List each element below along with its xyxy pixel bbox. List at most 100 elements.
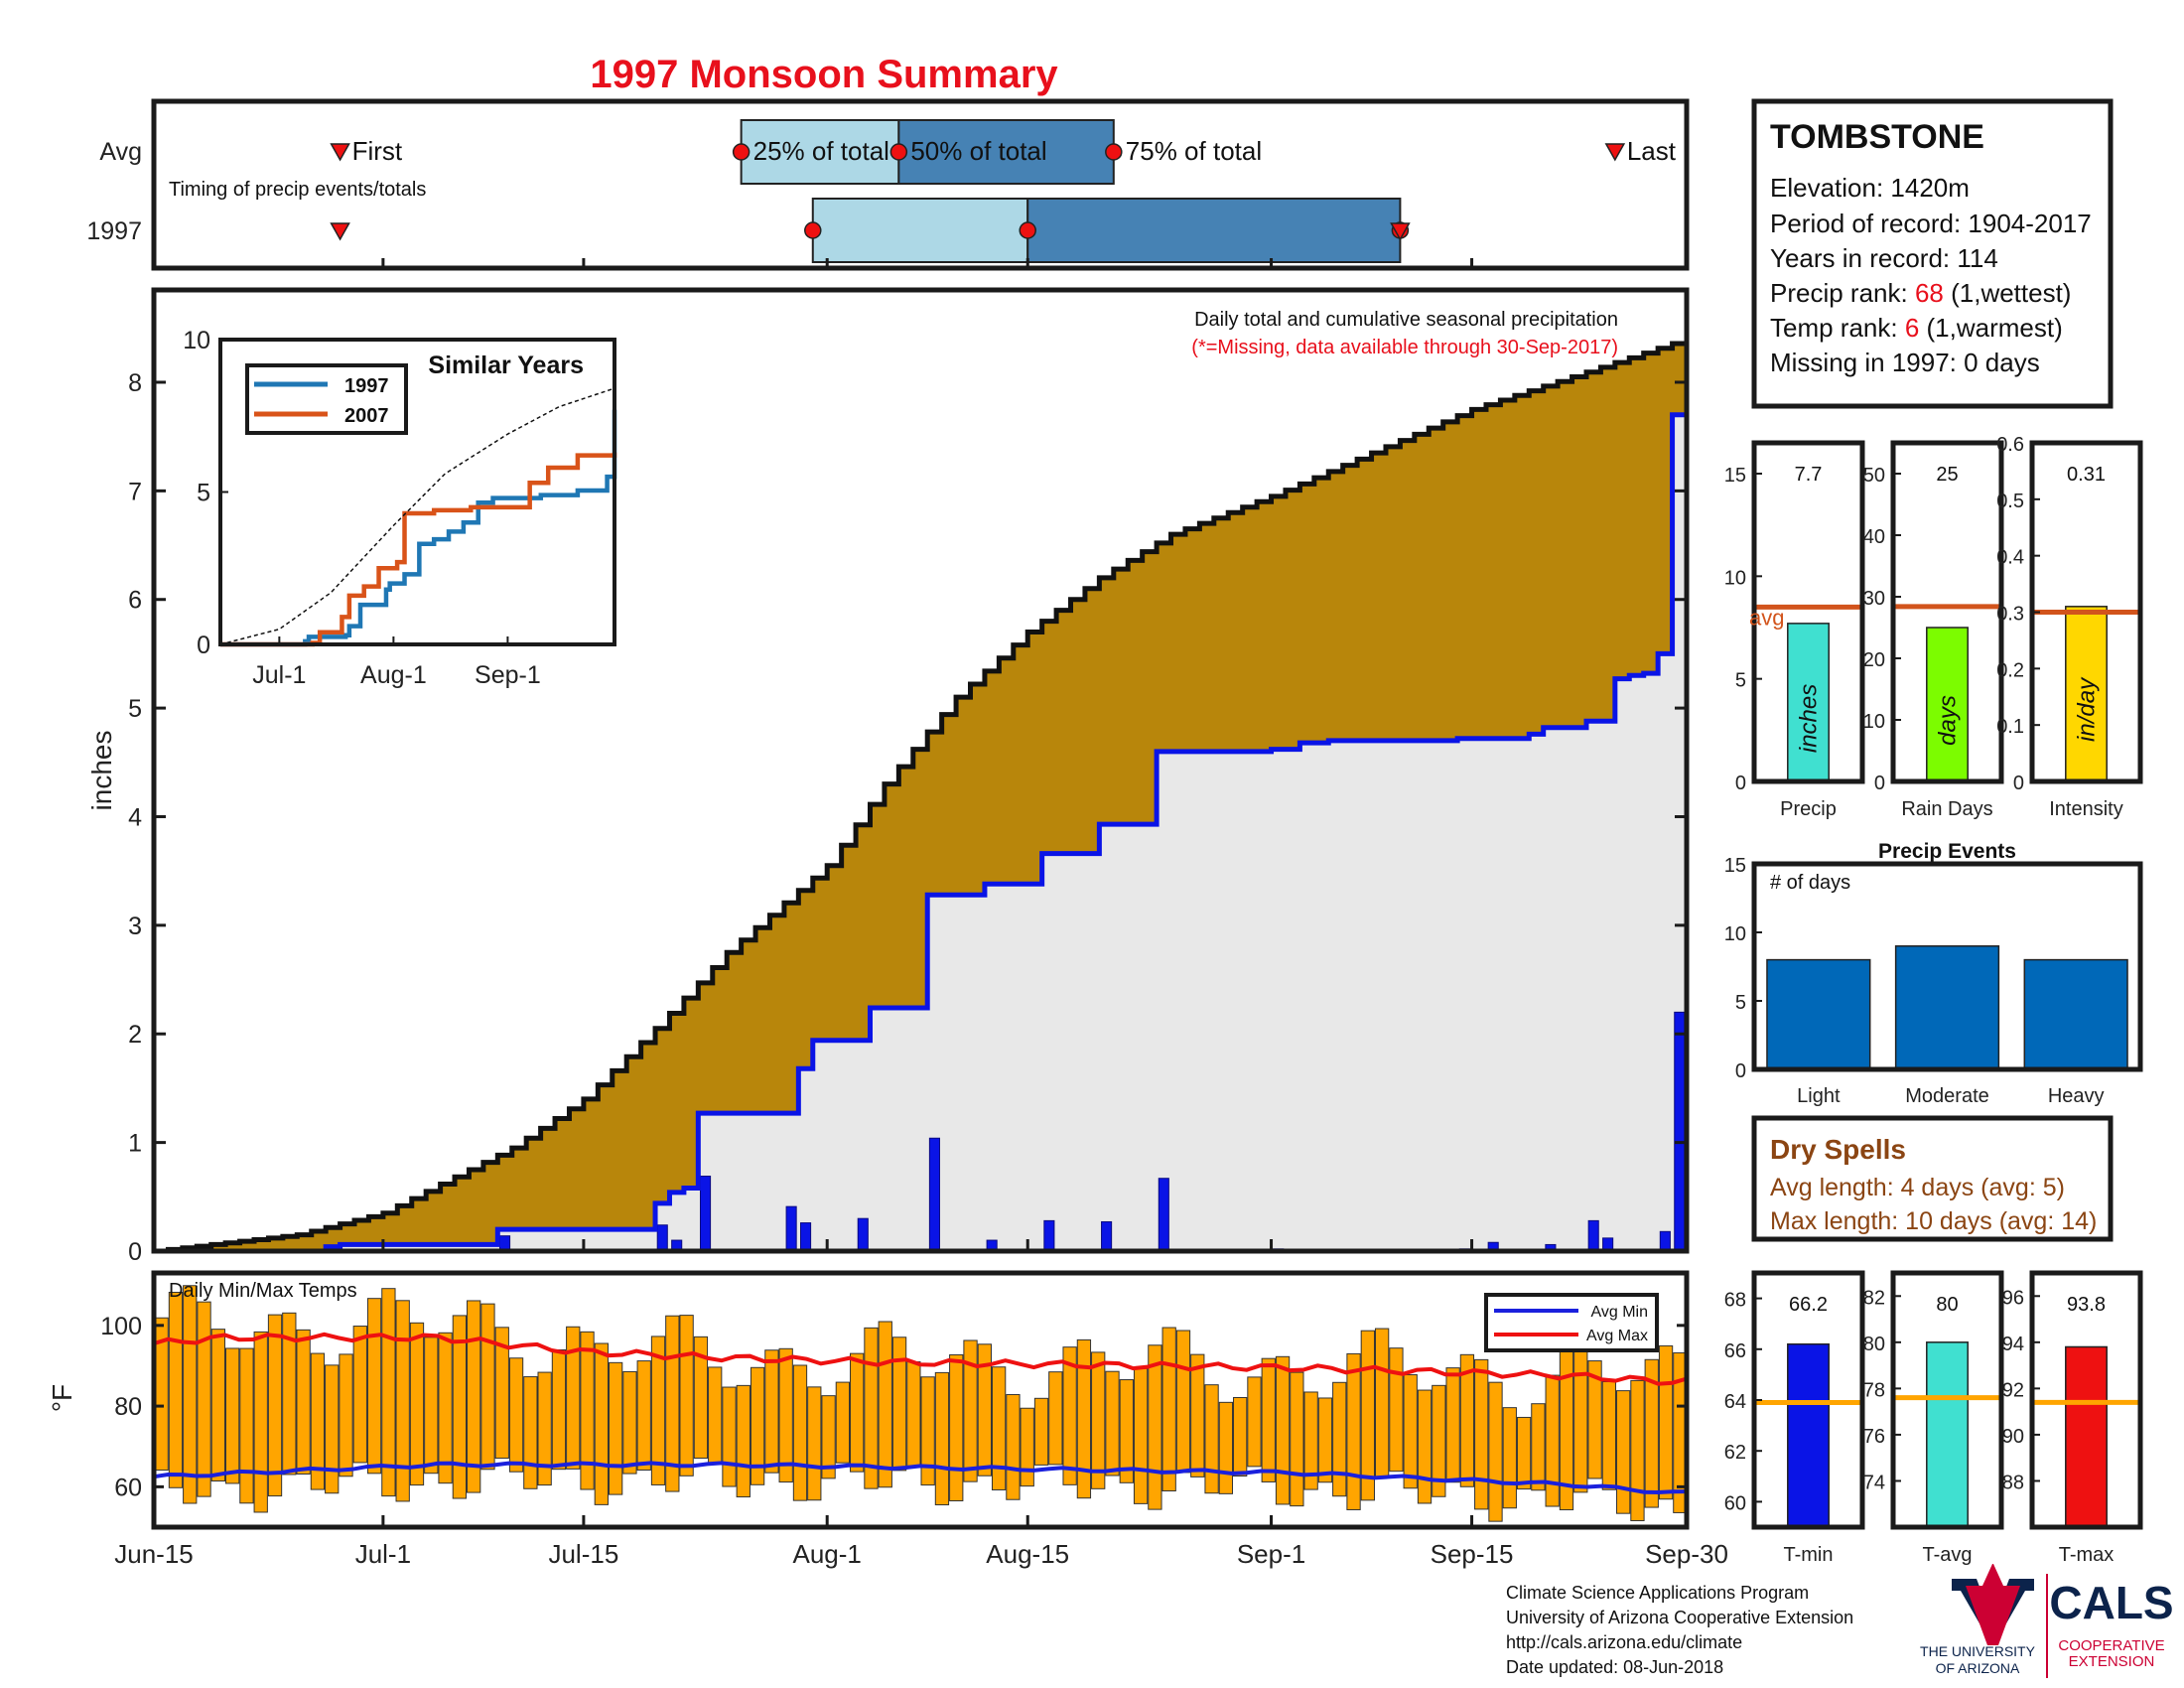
- daily-temp-bar: [1587, 1360, 1602, 1479]
- daily-temp-bar: [778, 1347, 793, 1483]
- daily-temp-bar: [1531, 1403, 1546, 1491]
- precip-stats-panels: 0 5 10 15 7.7 Precip inches avg 0 10 20 30 40 50 25 Rai…: [1724, 434, 2143, 820]
- t-max-ytick-label: 94: [2002, 1334, 2024, 1355]
- avg-p50-marker: [889, 143, 908, 161]
- t-min-ytick-label: 62: [1724, 1442, 1746, 1464]
- rain-days-ytick-label: 20: [1863, 649, 1885, 671]
- intensity-ytick-label: 0.3: [1996, 604, 2024, 626]
- inset-ytick-label: 0: [197, 632, 210, 659]
- temp-ytick-label: 100: [100, 1313, 142, 1340]
- daily-temp-bar: [494, 1327, 509, 1460]
- daily-temp-bar: [835, 1381, 851, 1464]
- daily-temp-bar: [438, 1332, 453, 1484]
- dry-spells-max-length: Max length: 10 days (avg: 14): [1770, 1207, 2097, 1235]
- main-ytick-label: 7: [128, 478, 142, 505]
- daily-temp-bar: [1502, 1407, 1517, 1509]
- year-cumulative-line: [154, 412, 1687, 1254]
- timing-row-label-year: 1997: [86, 217, 142, 245]
- inset-xtick-label: Aug-1: [360, 661, 427, 689]
- footer-line-university: University of Arizona Cooperative Extens…: [1506, 1608, 1853, 1627]
- daily-temp-bar: [991, 1366, 1007, 1490]
- cals-logo-text: CALS: [2049, 1577, 2173, 1628]
- temperature-plot: 60 80 100 Daily Min/Max Temps Avg Min Avg …: [47, 1270, 1690, 1530]
- daily-temp-bar: [1630, 1379, 1645, 1521]
- daily-temp-bar: [1616, 1390, 1631, 1514]
- t-avg-panel: 74 76 78 80 82 80 T-avg: [1863, 1270, 2004, 1566]
- daily-temp-bar: [1076, 1338, 1092, 1499]
- daily-temp-bar: [1417, 1389, 1433, 1504]
- daily-temp-bar: [239, 1347, 254, 1504]
- date-axis-label: Aug-15: [986, 1539, 1069, 1569]
- intensity-ytick-label: 0.4: [1996, 547, 2024, 569]
- daily-temp-bar: [594, 1342, 609, 1505]
- daily-precip-bar: [1043, 1219, 1055, 1252]
- dry-spells-box: Dry Spells Avg length: 4 days (avg: 5) M…: [1751, 1115, 2114, 1242]
- daily-temp-bar: [551, 1348, 567, 1471]
- daily-temp-bar: [1303, 1391, 1318, 1490]
- daily-temp-bar: [949, 1353, 964, 1501]
- daily-temp-bar: [1459, 1353, 1475, 1487]
- t-min-ytick-label: 64: [1724, 1391, 1746, 1413]
- daily-temp-bar: [1290, 1371, 1304, 1507]
- daily-temp-bar: [409, 1322, 425, 1486]
- daily-temp-bar: [339, 1353, 353, 1477]
- daily-temp-bar: [1573, 1344, 1588, 1493]
- daily-temp-bar: [636, 1360, 651, 1472]
- daily-temp-bar: [267, 1314, 283, 1497]
- main-ytick-label: 5: [128, 695, 142, 723]
- temp-caption: Daily Min/Max Temps: [169, 1280, 357, 1302]
- rain-days-ytick-label: 30: [1863, 588, 1885, 610]
- daily-temp-bar: [1175, 1330, 1191, 1474]
- rain-days-unit-label: days: [1935, 695, 1962, 746]
- timing-panel: First 25% of total 50% of total 75% of tota…: [86, 98, 1690, 271]
- date-axis-label: Jul-1: [355, 1539, 411, 1569]
- daily-temp-bar: [1233, 1396, 1248, 1477]
- station-missing-days: Missing in 1997: 0 days: [1770, 348, 2040, 377]
- daily-temp-bar: [934, 1371, 950, 1506]
- precip-events-panel: Precip Events Light Moderate Heavy 0 5 10 15 # o…: [1724, 840, 2143, 1107]
- events-ylabel: # of days: [1770, 872, 1850, 894]
- daily-temp-bar: [1204, 1384, 1219, 1494]
- date-axis-label: Aug-1: [793, 1539, 862, 1569]
- daily-temp-bar: [750, 1366, 765, 1485]
- year-p25-marker: [804, 221, 822, 239]
- avg-timing-box-25-50: [740, 119, 900, 185]
- rain-days-value-label: 25: [1936, 464, 1958, 486]
- intensity-ytick-label: 0.2: [1996, 659, 2024, 681]
- footer-line-date: Date updated: 08-Jun-2018: [1506, 1657, 1723, 1677]
- daily-temp-bar: [1317, 1397, 1333, 1483]
- ua-logo-line2: OF ARIZONA: [1936, 1660, 2020, 1676]
- station-name: TOMBSTONE: [1770, 118, 1984, 156]
- daily-temp-bar: [480, 1303, 495, 1471]
- dry-spells-frame: [1751, 1115, 2114, 1242]
- daily-temp-bar: [1247, 1376, 1262, 1468]
- t-avg-axis-label: T-avg: [1922, 1544, 1972, 1566]
- daily-temp-bar: [1346, 1352, 1361, 1510]
- events-ytick-label: 5: [1735, 992, 1746, 1014]
- year-timing-box-25-50: [811, 198, 1029, 263]
- footer-line-url: http://cals.arizona.edu/climate: [1506, 1632, 1742, 1652]
- daily-temp-bar: [1048, 1371, 1063, 1466]
- t-max-frame: [2029, 1270, 2143, 1530]
- main-ytick-label: 2: [128, 1021, 142, 1049]
- daily-temp-bar: [665, 1315, 680, 1492]
- main-plot-note: Daily total and cumulative seasonal prec…: [1194, 309, 1618, 331]
- daily-temp-bar: [566, 1326, 581, 1470]
- year-last-marker: [1390, 222, 1411, 241]
- rain-days-axis-label: Rain Days: [1901, 798, 1992, 820]
- daily-precip-bar: [1101, 1220, 1113, 1252]
- t-avg-ytick-label: 78: [1863, 1379, 1885, 1401]
- daily-temp-bar: [1275, 1355, 1291, 1505]
- daily-temp-bar: [708, 1366, 723, 1465]
- daily-temp-bar: [850, 1352, 865, 1473]
- intensity-unit-label: in/day: [2074, 676, 2101, 742]
- avg-p75-marker: [1105, 143, 1123, 161]
- events-title: Precip Events: [1878, 840, 2016, 863]
- main-plot-note-missing: (*=Missing, data available through 30-Se…: [1191, 337, 1618, 358]
- intensity-ytick-label: 0.6: [1996, 434, 2024, 456]
- temp-ytick-label: 80: [114, 1393, 142, 1421]
- intensity-ytick-label: 0.5: [1996, 491, 2024, 512]
- daily-temp-bar: [1601, 1381, 1617, 1490]
